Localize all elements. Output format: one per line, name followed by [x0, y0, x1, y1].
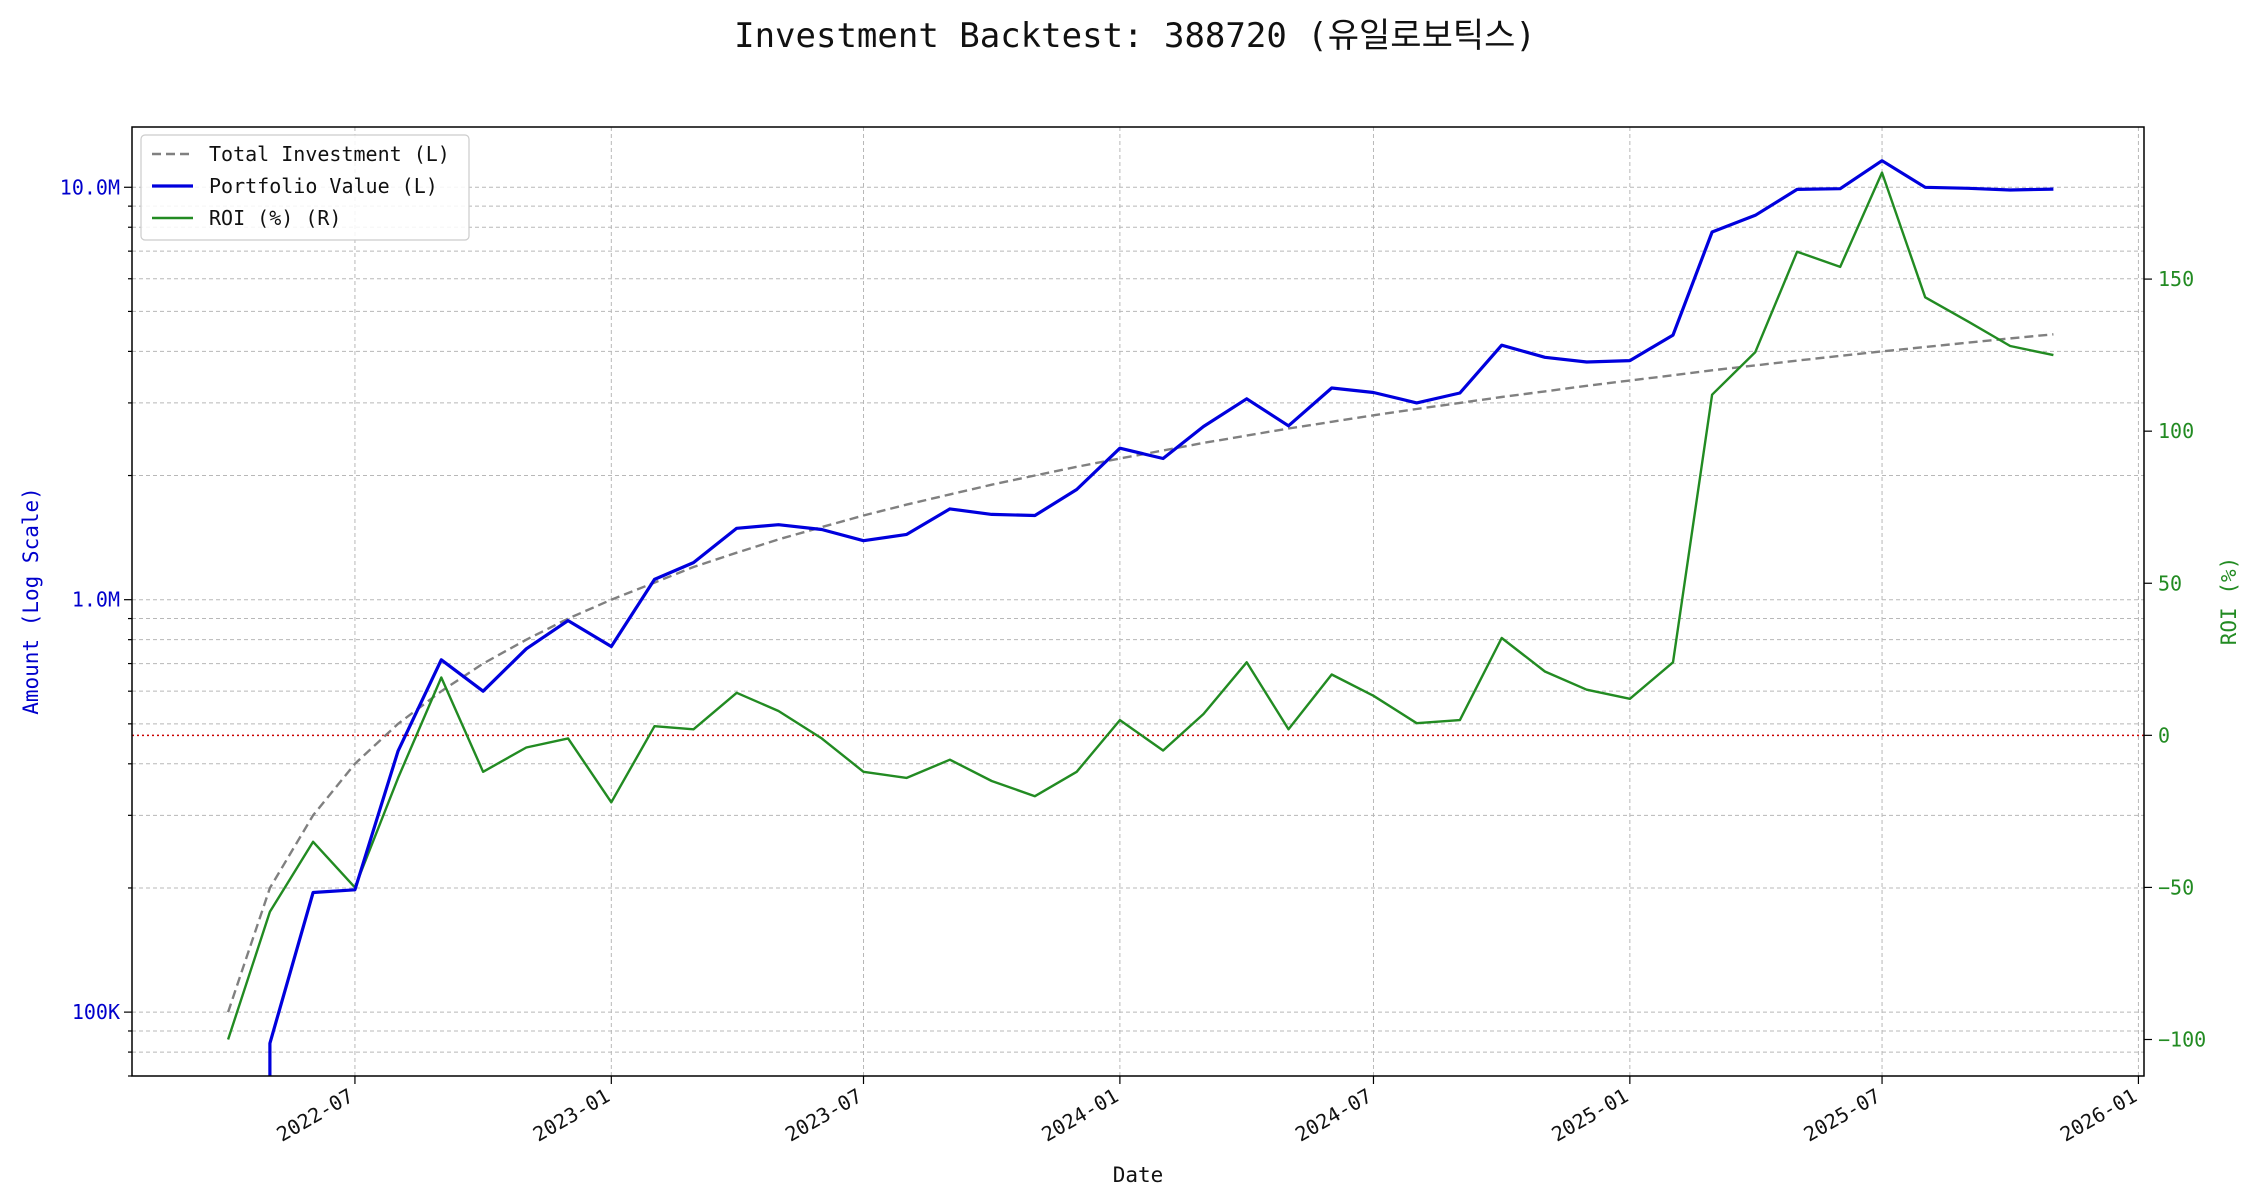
right-tick-label: 100	[2158, 419, 2194, 443]
x-tick-label: 2023-01	[529, 1084, 614, 1147]
right-tick-label: −100	[2158, 1028, 2206, 1052]
left-axis-label: Amount (Log Scale)	[19, 487, 43, 715]
right-tick-label: 150	[2158, 267, 2194, 291]
right-tick-label: 50	[2158, 571, 2182, 595]
right-axis-label: ROI (%)	[2217, 557, 2241, 646]
x-tick-label: 2025-01	[1547, 1084, 1632, 1147]
x-tick-label: 2022-07	[272, 1084, 357, 1147]
x-tick-label: 2026-01	[2056, 1084, 2141, 1147]
x-tick-label: 2024-07	[1291, 1084, 1376, 1147]
x-tick-label: 2023-07	[781, 1084, 866, 1147]
right-tick-label: −50	[2158, 875, 2194, 899]
right-axis: −100 −50 0 50 100 150	[2144, 267, 2206, 1052]
x-tick-label: 2025-07	[1800, 1084, 1885, 1147]
x-axis-label: Date	[1113, 1163, 1164, 1187]
roi-line	[226, 171, 2054, 1040]
left-tick-label: 1.0M	[72, 588, 120, 612]
legend-label-roi: ROI (%) (R)	[209, 206, 341, 230]
portfolio-value-line	[268, 159, 2054, 1076]
legend-label-portfolio-value: Portfolio Value (L)	[209, 174, 438, 198]
left-tick-label: 10.0M	[60, 175, 120, 199]
legend-label-total-investment: Total Investment (L)	[209, 142, 450, 166]
chart-title: Investment Backtest: 388720 (유일로보틱스)	[734, 16, 1536, 56]
left-tick-label: 100K	[72, 1000, 120, 1024]
series-lines	[226, 159, 2054, 1076]
legend-box	[140, 134, 470, 241]
right-tick-label: 0	[2158, 723, 2170, 747]
left-axis: 100K 1.0M 10.0M	[60, 175, 132, 1077]
x-axis: 2022-07 2023-01 2023-07 2024-01 2024-07 2025-…	[272, 1076, 2141, 1147]
x-tick-label: 2024-01	[1037, 1084, 1122, 1147]
plot-area	[131, 126, 2145, 1077]
grid	[132, 127, 2144, 1077]
legend: Total Investment (L) Portfolio Value (L) R…	[140, 134, 470, 241]
